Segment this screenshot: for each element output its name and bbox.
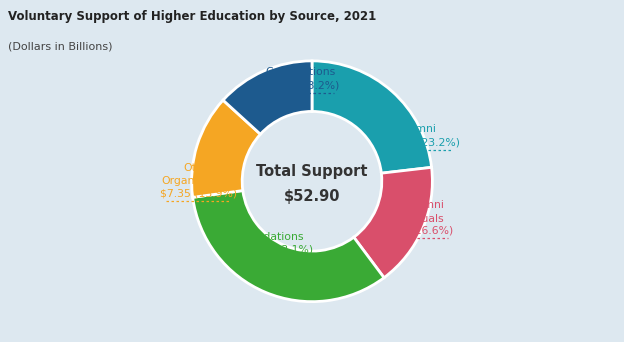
Text: $8.80 (16.6%): $8.80 (16.6%) [376,226,454,236]
Text: Foundations: Foundations [238,232,304,241]
Text: Organizations: Organizations [161,176,236,186]
Text: Nonalumni: Nonalumni [386,200,444,210]
Text: Alumni: Alumni [399,124,437,134]
Text: Total Support: Total Support [256,164,368,179]
Text: $52.90: $52.90 [284,189,340,205]
Wedge shape [223,61,312,134]
Text: Voluntary Support of Higher Education by Source, 2021: Voluntary Support of Higher Education by… [8,10,376,23]
Text: (Dollars in Billions): (Dollars in Billions) [8,41,112,51]
Text: Other: Other [183,163,214,173]
Text: $7.35 (13.9%): $7.35 (13.9%) [160,188,237,198]
Wedge shape [193,190,384,302]
Text: $17.50 (33.1%): $17.50 (33.1%) [229,245,313,255]
Text: Individuals: Individuals [386,214,444,224]
Text: $7.00 (13.2%): $7.00 (13.2%) [262,80,339,91]
Wedge shape [354,167,432,278]
Wedge shape [312,61,432,173]
Text: $12.25 (23.2%): $12.25 (23.2%) [376,137,460,147]
Text: Corporations: Corporations [266,67,336,77]
Wedge shape [192,100,260,197]
